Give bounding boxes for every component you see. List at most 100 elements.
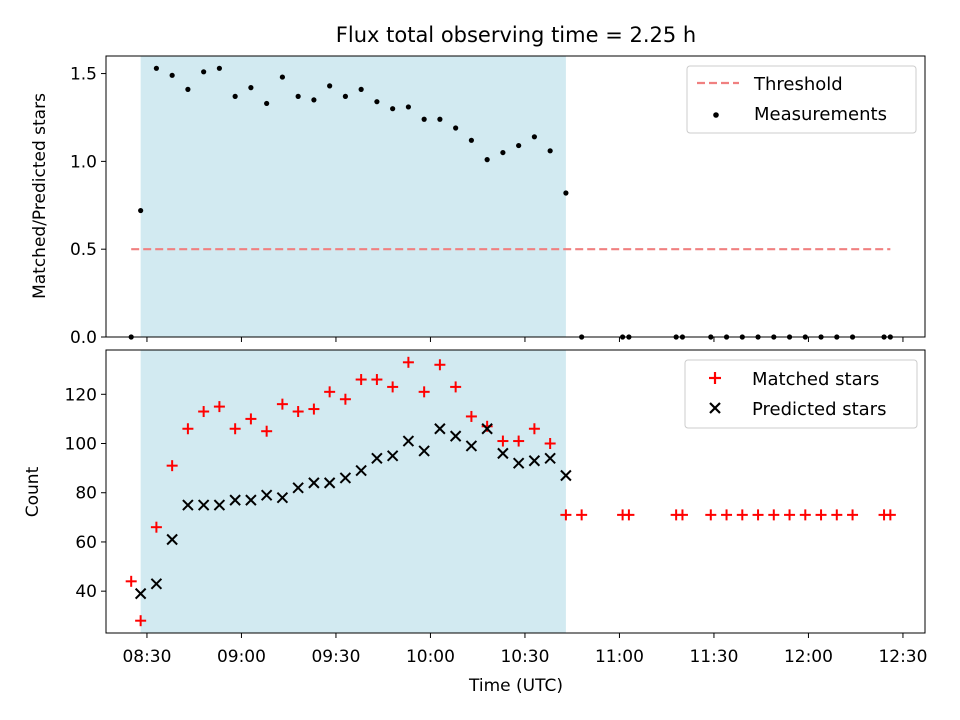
predicted-star-point (512, 457, 525, 469)
predicted-star-point (497, 447, 509, 460)
measurement-point (437, 116, 443, 122)
legend-measurements-swatch (713, 112, 719, 118)
matched-star-point (229, 423, 241, 435)
predicted-star-point (418, 445, 430, 457)
top-y-axis-label: Matched/Predicted stars (30, 93, 50, 299)
top-ytick-label: 1.0 (70, 152, 97, 172)
measurement-point (547, 148, 553, 154)
chart-title: Flux total observing time = 2.25 h (336, 23, 696, 47)
predicted-star-points (134, 423, 572, 600)
predicted-star-point (308, 477, 320, 489)
predicted-star-point (166, 533, 178, 546)
xtick-label: 09:30 (311, 647, 360, 667)
top-legend: Threshold Measurements (686, 65, 917, 134)
matched-star-point (135, 615, 147, 627)
matched-star-point (182, 423, 194, 435)
matched-star-point (497, 435, 509, 447)
top-ytick-label: 0.5 (70, 240, 97, 260)
measurement-point (500, 149, 506, 156)
bottom-legend-box (684, 359, 918, 429)
measurement-point (264, 100, 270, 107)
matched-star-points (125, 356, 896, 627)
measurement-point (138, 207, 144, 214)
legend-measurements-label: Measurements (754, 104, 887, 125)
predicted-star-point (402, 435, 415, 447)
measurement-point (342, 93, 348, 99)
measurement-point (295, 93, 301, 99)
matched-star-point (355, 374, 367, 386)
matched-star-point (528, 423, 540, 435)
predicted-star-point (528, 455, 541, 467)
bottom-panel: 40 60 80 100 120 08:30 09:00 09:30 10:00 10:30 11… (23, 349, 927, 696)
predicted-star-point (245, 494, 257, 506)
matched-star-point (560, 509, 572, 521)
measurement-point (185, 86, 191, 92)
measurement-point (374, 99, 380, 105)
top-plot-frame (105, 55, 926, 338)
predicted-star-point (260, 489, 273, 501)
matched-star-point (166, 460, 178, 472)
legend-predicted-swatch (709, 402, 721, 414)
legend-matched-label: Matched stars (752, 369, 879, 390)
xtick-label: 11:30 (689, 647, 738, 667)
bottom-y-axis-label: Count (23, 466, 43, 517)
measurement-point (531, 134, 538, 140)
measurement-point (563, 190, 569, 196)
predicted-star-point (134, 587, 147, 600)
predicted-star-point (481, 423, 493, 435)
top-panel: 0.0 0.5 1.0 1.5 Matched/Predicted stars Thr… (30, 55, 926, 348)
predicted-star-point (323, 477, 336, 489)
matched-star-point (847, 509, 859, 521)
measurement-point (201, 69, 207, 75)
predicted-star-point (197, 499, 210, 511)
predicted-star-point (544, 452, 556, 464)
predicted-star-point (465, 440, 478, 452)
legend-matched-swatch (709, 372, 721, 384)
xtick-label: 09:00 (217, 647, 266, 667)
matched-star-point (450, 381, 462, 393)
top-y-axis: 0.0 0.5 1.0 1.5 (70, 65, 106, 348)
matched-star-point (815, 509, 827, 521)
top-legend-box (686, 65, 917, 134)
predicted-star-point (449, 430, 462, 442)
matched-star-point (308, 403, 320, 415)
matched-star-point (371, 374, 383, 386)
top-ytick-label: 1.5 (70, 65, 97, 85)
measurement-point (248, 85, 254, 91)
measurement-point (279, 74, 285, 80)
matched-star-point (884, 509, 896, 521)
xtick-label: 12:00 (784, 647, 833, 667)
top-x-axis (146, 337, 904, 342)
predicted-star-point (339, 472, 352, 484)
measurement-point (358, 86, 364, 92)
bottom-shaded-interval (140, 350, 566, 633)
matched-star-point (245, 413, 257, 425)
matched-star-point (125, 575, 137, 587)
matched-star-point (513, 435, 525, 447)
predicted-star-point (182, 499, 194, 511)
matched-star-point (831, 509, 843, 521)
predicted-star-point (386, 450, 399, 462)
predicted-star-point (355, 464, 367, 477)
measurement-point (390, 106, 396, 112)
measurement-point (468, 137, 474, 143)
predicted-star-point (213, 499, 226, 511)
measurement-point (484, 157, 490, 163)
matched-star-point (434, 359, 446, 371)
matched-star-point (736, 509, 748, 521)
top-shaded-interval (140, 56, 566, 337)
matched-star-point (418, 386, 430, 398)
matched-star-point (292, 406, 304, 418)
bottom-ytick-label: 100 (65, 435, 97, 455)
predicted-star-point (276, 491, 289, 504)
matched-star-point (261, 425, 273, 437)
xtick-label: 10:30 (500, 647, 549, 667)
matched-star-point (339, 393, 351, 405)
matched-star-point (676, 509, 688, 521)
matched-star-point (150, 521, 162, 533)
top-shade-rect (140, 56, 566, 337)
predicted-star-point (150, 578, 163, 590)
matched-star-point (198, 406, 210, 418)
measurement-point (405, 104, 411, 110)
